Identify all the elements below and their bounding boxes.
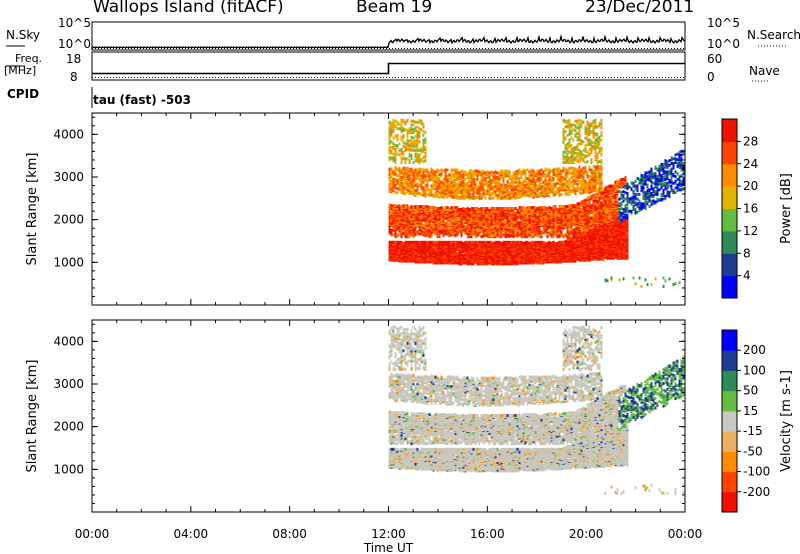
ylabel: Slant Range [km] [25, 360, 40, 473]
ytick-label: 4000 [53, 334, 84, 348]
beam-title: Beam 19 [356, 0, 433, 17]
colorbar-tick-label: 8 [743, 246, 751, 260]
nsearch-tick-bottom: 10^0 [707, 37, 740, 51]
nsky-trace [91, 34, 686, 49]
colorbar-segment [722, 275, 737, 299]
colorbar-segment [722, 350, 737, 371]
colorbar-segment [722, 208, 737, 232]
colorbar-segment [722, 330, 737, 351]
freq-tick-bottom: 8 [70, 70, 78, 84]
freq-panel-frame [91, 51, 686, 81]
freq-tick-top: 18 [66, 52, 82, 66]
colorbar-tick-label: -200 [743, 485, 770, 499]
ytick-label: 1000 [53, 255, 84, 269]
xtick-label: 00:00 [668, 527, 703, 541]
nsearch-label: N.Search [747, 28, 800, 42]
colorbar-tick-label: 16 [743, 202, 758, 216]
cpid-label: CPID [7, 87, 40, 101]
freq-trace [92, 62, 685, 75]
colorbar-tick-label: 4 [743, 269, 751, 283]
ytick-label: 4000 [53, 127, 84, 141]
colorbar-segment [722, 471, 737, 493]
ytick-label: 1000 [53, 462, 84, 476]
freq-label: Freq. [15, 52, 43, 65]
ytick-label: 2000 [53, 213, 84, 227]
colorbar-frame [721, 329, 738, 513]
colorbar-tick-label: -100 [743, 465, 770, 479]
xtick-label: 08:00 [272, 527, 307, 541]
station-title: Wallops Island (fitACF) [93, 0, 284, 17]
xtick-label: 00:00 [75, 527, 110, 541]
xlabel: Time UT [363, 541, 414, 554]
colorbar-tick-label: 200 [743, 343, 766, 357]
ytick-label: 3000 [53, 170, 84, 184]
nsky-label: N.Sky [6, 28, 41, 42]
colorbar-segment [722, 431, 737, 452]
ytick-label: 2000 [53, 420, 84, 434]
colorbar-label: Velocity [m s-1] [779, 370, 794, 472]
colorbar-segment [722, 141, 737, 165]
colorbar-segment [722, 370, 737, 392]
colorbar-segment [722, 163, 737, 187]
xtick-label: 16:00 [470, 527, 505, 541]
ylabel: Slant Range [km] [25, 153, 40, 266]
ytick-label: 3000 [53, 377, 84, 391]
colorbar-label: Power [dB] [779, 173, 794, 244]
xtick-label: 12:00 [371, 527, 406, 541]
colorbar-segment [722, 119, 737, 142]
vel-panel: 1000 2000 3000 4000 Slant Range [km] 200 100 50… [25, 319, 794, 513]
colorbar-tick-label: 24 [743, 157, 758, 171]
xtick-label: 04:00 [174, 527, 209, 541]
colorbar-segment [722, 186, 737, 209]
colorbar-segment [722, 390, 737, 412]
nsky-tick-bottom: 10^0 [58, 37, 91, 51]
power-cells [388, 118, 685, 288]
colorbar-tick-label: 12 [743, 224, 758, 238]
nsky-tick-top: 10^5 [58, 16, 91, 30]
nsearch-tick-top: 10^5 [707, 16, 740, 30]
colorbar-tick-label: 15 [743, 404, 758, 418]
colorbar-tick-label: 20 [743, 179, 758, 193]
date-title: 23/Dec/2011 [585, 0, 695, 17]
colorbar-tick-label: 50 [743, 384, 758, 398]
colorbar-segment [722, 491, 737, 513]
cpid-text: tau (fast) -503 [93, 93, 191, 107]
nave-tick-top: 60 [707, 52, 723, 66]
nsky-panel-frame [91, 21, 686, 51]
colorbar-segment [722, 451, 737, 472]
colorbar-tick-label: 100 [743, 363, 766, 377]
colorbar-segment [722, 253, 737, 277]
vel-cells [388, 325, 685, 495]
freq-unit-label: [MHz] [4, 64, 37, 77]
xtick-label: 20:00 [569, 527, 604, 541]
nave-label: Nave [749, 64, 780, 78]
colorbar-tick-label: -15 [743, 424, 763, 438]
colorbar-tick-label: -50 [743, 444, 763, 458]
colorbar-tick-label: 28 [743, 134, 758, 148]
nave-tick-bottom: 0 [707, 70, 715, 84]
colorbar-segment [722, 230, 737, 254]
power-panel: 1000 2000 3000 4000 Slant Range [km] 4 8 12 16 20… [25, 112, 794, 306]
colorbar-segment [722, 410, 737, 432]
